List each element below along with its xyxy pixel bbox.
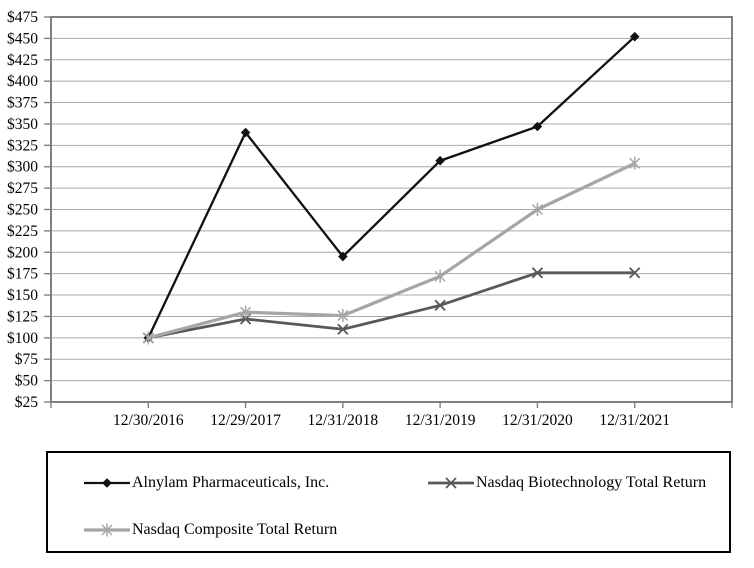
marker-asterisk — [240, 305, 252, 319]
x-axis-tick-label: 12/29/2017 — [210, 412, 281, 429]
series-line — [148, 271, 635, 340]
marker-x — [445, 477, 457, 489]
x-axis-tick-label: 12/31/2018 — [308, 412, 379, 429]
y-axis-tick-label: $325 — [7, 137, 38, 154]
legend-item-nasdaq-composite: Nasdaq Composite Total Return — [84, 519, 337, 541]
y-axis-tick-label: $125 — [7, 308, 38, 325]
y-axis-tick-label: $200 — [7, 244, 38, 261]
chart-legend: Alnylam Pharmaceuticals, Inc. Nasdaq Bio… — [46, 451, 731, 553]
y-axis-tick-label: $75 — [15, 351, 39, 368]
marker-x — [337, 323, 349, 335]
legend-label-nasdaq-composite: Nasdaq Composite Total Return — [132, 521, 338, 538]
x-axis-tick-label: 12/30/2016 — [113, 412, 184, 429]
legend-marker-diamond-icon — [84, 475, 130, 491]
marker-asterisk — [337, 309, 349, 323]
legend-item-alnylam: Alnylam Pharmaceuticals, Inc. — [84, 472, 329, 494]
y-axis-tick-label: $475 — [7, 9, 38, 26]
marker-diamond — [338, 251, 348, 262]
y-axis-tick-label: $400 — [7, 73, 38, 90]
marker-asterisk — [531, 203, 543, 216]
marker-diamond — [435, 155, 445, 166]
legend-swatch — [84, 523, 130, 537]
marker-x — [629, 267, 641, 279]
marker-x — [434, 299, 446, 311]
y-axis-tick-label: $100 — [7, 330, 38, 347]
series-line — [147, 35, 636, 339]
marker-diamond — [532, 121, 543, 132]
marker-asterisk — [434, 269, 446, 283]
y-axis-tick-label: $225 — [7, 223, 38, 240]
marker-asterisk — [101, 523, 113, 537]
x-axis-tick-label: 12/31/2021 — [599, 412, 670, 429]
y-axis-tick-label: $250 — [7, 202, 38, 219]
y-axis-tick-label: $50 — [15, 373, 39, 390]
series-line — [147, 161, 636, 340]
legend-swatch — [428, 477, 474, 489]
y-axis-tick-label: $375 — [7, 95, 38, 112]
y-axis-tick-label: $425 — [7, 52, 38, 69]
marker-diamond — [240, 127, 251, 138]
legend-marker-asterisk-icon — [84, 522, 130, 538]
legend-label-alnylam: Alnylam Pharmaceuticals, Inc. — [132, 474, 330, 491]
marker-diamond — [629, 31, 640, 42]
marker-asterisk — [142, 331, 154, 345]
legend-marker-x-icon — [428, 475, 474, 491]
marker-diamond — [102, 478, 112, 488]
x-axis-tick-label: 12/31/2020 — [502, 412, 573, 429]
legend-item-nasdaq-biotechnology: Nasdaq Biotechnology Total Return — [428, 472, 706, 494]
y-axis-tick-label: $25 — [15, 394, 39, 411]
legend-swatch — [84, 478, 130, 488]
y-axis-tick-label: $175 — [7, 266, 38, 283]
performance-line-chart: $25 $50 $75 $100 $125 $150 $175 $200 $225 $250 $27… — [7, 9, 733, 429]
x-axis-tick-label: 12/31/2019 — [405, 412, 476, 429]
marker-asterisk — [629, 156, 641, 170]
y-axis-tick-label: $300 — [7, 159, 38, 176]
series-1 — [142, 267, 641, 344]
legend-label-nasdaq-biotechnology: Nasdaq Biotechnology Total Return — [476, 474, 707, 491]
y-axis-tick-label: $275 — [7, 180, 38, 197]
series-2 — [142, 156, 641, 345]
marker-x — [531, 267, 544, 279]
y-axis-tick-label: $450 — [7, 30, 38, 47]
y-axis-tick-label: $150 — [7, 287, 38, 304]
y-axis-tick-label: $350 — [7, 116, 38, 133]
